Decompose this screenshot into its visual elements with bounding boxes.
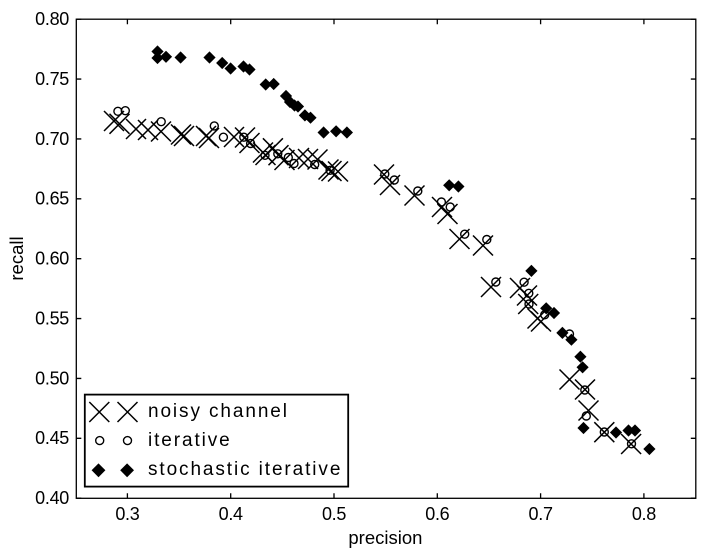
- svg-text:0.6: 0.6: [425, 504, 449, 524]
- svg-text:0.5: 0.5: [322, 504, 346, 524]
- svg-text:0.40: 0.40: [35, 488, 69, 508]
- svg-text:0.70: 0.70: [35, 129, 69, 149]
- svg-text:0.80: 0.80: [35, 9, 69, 29]
- svg-text:0.65: 0.65: [35, 189, 69, 209]
- svg-text:noisy channel: noisy channel: [148, 401, 289, 422]
- svg-text:0.45: 0.45: [35, 428, 69, 448]
- svg-text:0.3: 0.3: [115, 504, 139, 524]
- svg-text:0.55: 0.55: [35, 309, 69, 329]
- svg-text:iterative: iterative: [148, 430, 232, 451]
- svg-text:recall: recall: [6, 236, 27, 280]
- svg-text:0.50: 0.50: [35, 368, 69, 388]
- svg-text:0.7: 0.7: [529, 504, 553, 524]
- svg-text:0.4: 0.4: [219, 504, 243, 524]
- svg-text:stochastic iterative: stochastic iterative: [148, 459, 342, 480]
- svg-text:0.8: 0.8: [632, 504, 656, 524]
- svg-text:0.75: 0.75: [35, 69, 69, 89]
- svg-text:0.60: 0.60: [35, 249, 69, 269]
- svg-text:precision: precision: [348, 527, 422, 548]
